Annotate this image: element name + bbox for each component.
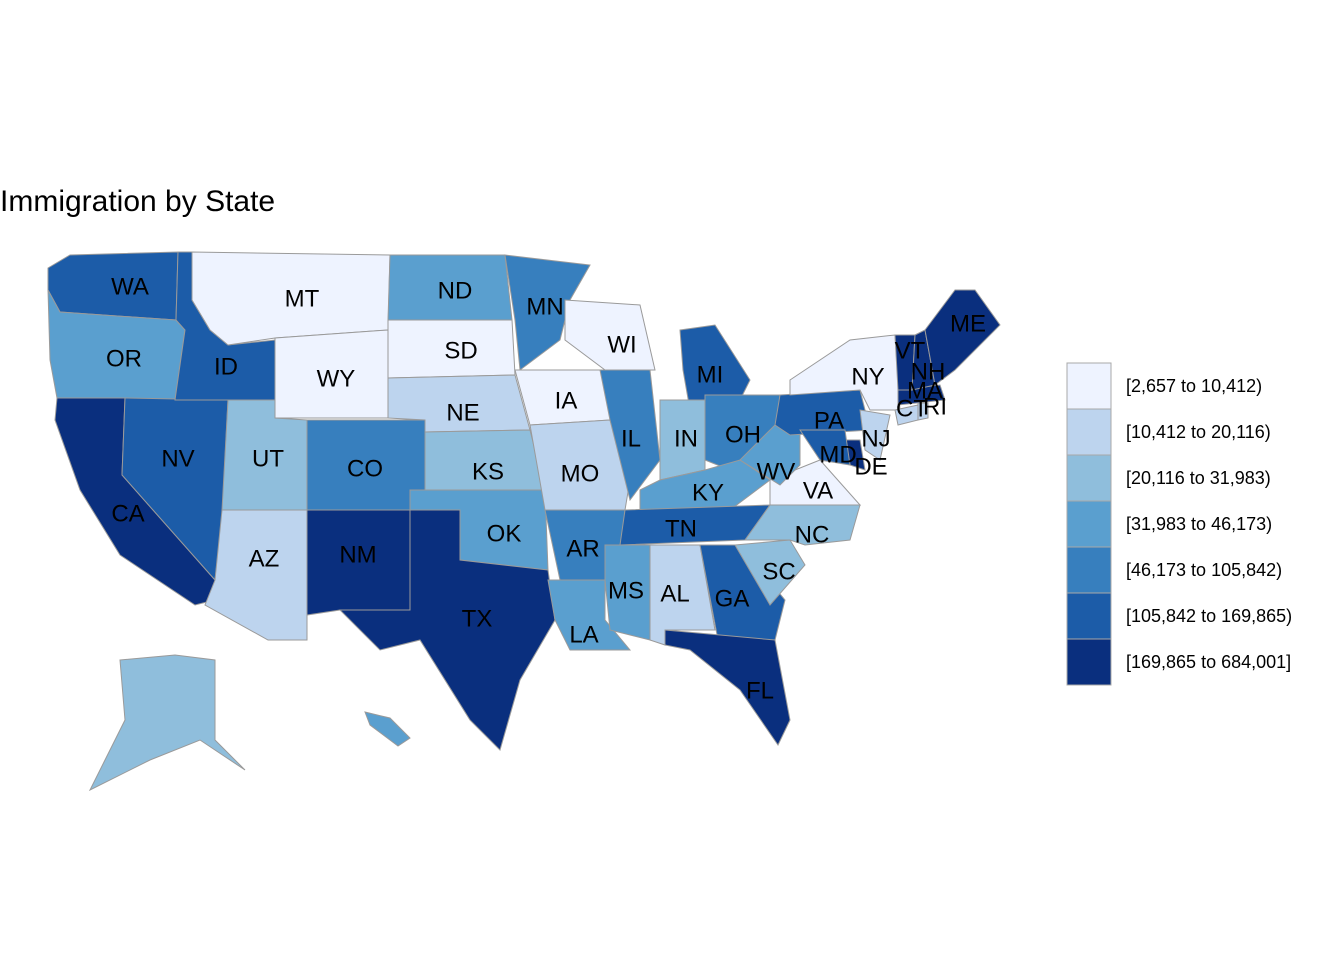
state-label: ME: [950, 310, 986, 337]
legend-label: [169,865 to 684,001]: [1126, 652, 1291, 672]
state-label: ND: [438, 277, 473, 304]
state-shape: [699, 544, 786, 641]
state-label: CO: [347, 455, 383, 482]
state-label: MD: [819, 441, 856, 468]
legend-label: [46,173 to 105,842): [1126, 560, 1282, 580]
map-title: Immigration by State: [0, 185, 275, 218]
state-shape: [734, 539, 806, 606]
state-shape: [364, 711, 411, 747]
state-label: FL: [746, 677, 774, 704]
state-label: NV: [161, 445, 194, 472]
state-label: MS: [608, 577, 644, 604]
state-label: IL: [621, 425, 641, 452]
state-label: KY: [692, 479, 724, 506]
legend-label: [2,657 to 10,412): [1126, 376, 1262, 396]
state-label: WA: [111, 273, 149, 300]
state-shape: [924, 289, 1001, 386]
state-shape: [604, 544, 651, 641]
state-label: MN: [526, 293, 563, 320]
states: [47, 251, 1001, 792]
state-shape: [859, 409, 891, 461]
state-label: OK: [487, 520, 522, 547]
state-label: MT: [285, 285, 320, 312]
state-label: NH: [911, 358, 946, 385]
state-label: CA: [111, 500, 144, 527]
legend-swatch: [1066, 546, 1112, 594]
state-label: CT: [896, 395, 928, 422]
state-shape: [204, 509, 308, 641]
state-label: OR: [106, 345, 142, 372]
state-shape: [789, 334, 901, 411]
state-label: WI: [607, 331, 636, 358]
legend-label: [20,116 to 31,983): [1126, 468, 1271, 488]
state-shape: [88, 654, 246, 792]
state-label: MI: [697, 361, 724, 388]
state-label: SC: [762, 558, 795, 585]
legend-swatch: [1066, 454, 1112, 502]
state-shape: [917, 402, 929, 421]
state-label: ID: [214, 353, 238, 380]
legend-label: [31,983 to 46,173): [1126, 514, 1272, 534]
state-label: VT: [895, 337, 926, 364]
state-label: NM: [339, 541, 376, 568]
state-label: OH: [725, 421, 761, 448]
state-shape: [599, 369, 661, 502]
state-label: LA: [569, 621, 598, 648]
state-label: MO: [561, 460, 600, 487]
state-label: TN: [665, 515, 697, 542]
state-label: RI: [923, 393, 947, 420]
state-label: NE: [446, 399, 479, 426]
legend-label: [105,842 to 169,865): [1126, 606, 1292, 626]
state-label: WY: [317, 365, 356, 392]
state-label: VA: [803, 477, 833, 504]
state-label: NY: [851, 363, 884, 390]
legend-swatch: [1066, 638, 1112, 686]
state-label: AL: [660, 580, 689, 607]
legend-swatch: [1066, 362, 1112, 410]
legend-swatch: [1066, 408, 1112, 456]
state-shape: [504, 254, 591, 371]
legend-swatch: [1066, 500, 1112, 548]
state-label: SD: [444, 337, 477, 364]
legend-swatch: [1066, 592, 1112, 640]
state-shape: [739, 424, 801, 486]
state-label: NJ: [861, 425, 890, 452]
state-labels: WA OR CA NV ID MT WY UT AZ CO NM ND SD NE KS OK TX MN IA MO…: [106, 273, 986, 704]
state-shape: [338, 509, 556, 751]
state-label: AR: [566, 535, 599, 562]
state-label: KS: [472, 458, 504, 485]
state-label: WV: [757, 458, 796, 485]
legend: [2,657 to 10,412) [10,412 to 20,116) [20,1…: [1066, 362, 1292, 686]
state-shape: [799, 429, 851, 466]
state-label: IA: [555, 387, 578, 414]
state-label: TX: [462, 605, 493, 632]
state-label: MA: [907, 377, 943, 404]
state-label: AZ: [249, 545, 280, 572]
state-shape: [664, 629, 791, 746]
state-label: NC: [795, 521, 830, 548]
state-label: IN: [674, 425, 698, 452]
legend-label: [10,412 to 20,116): [1126, 422, 1271, 442]
state-label: DE: [854, 453, 887, 480]
state-label: GA: [715, 585, 750, 612]
state-label: PA: [814, 407, 844, 434]
state-shape: [529, 419, 631, 511]
state-label: UT: [252, 445, 284, 472]
